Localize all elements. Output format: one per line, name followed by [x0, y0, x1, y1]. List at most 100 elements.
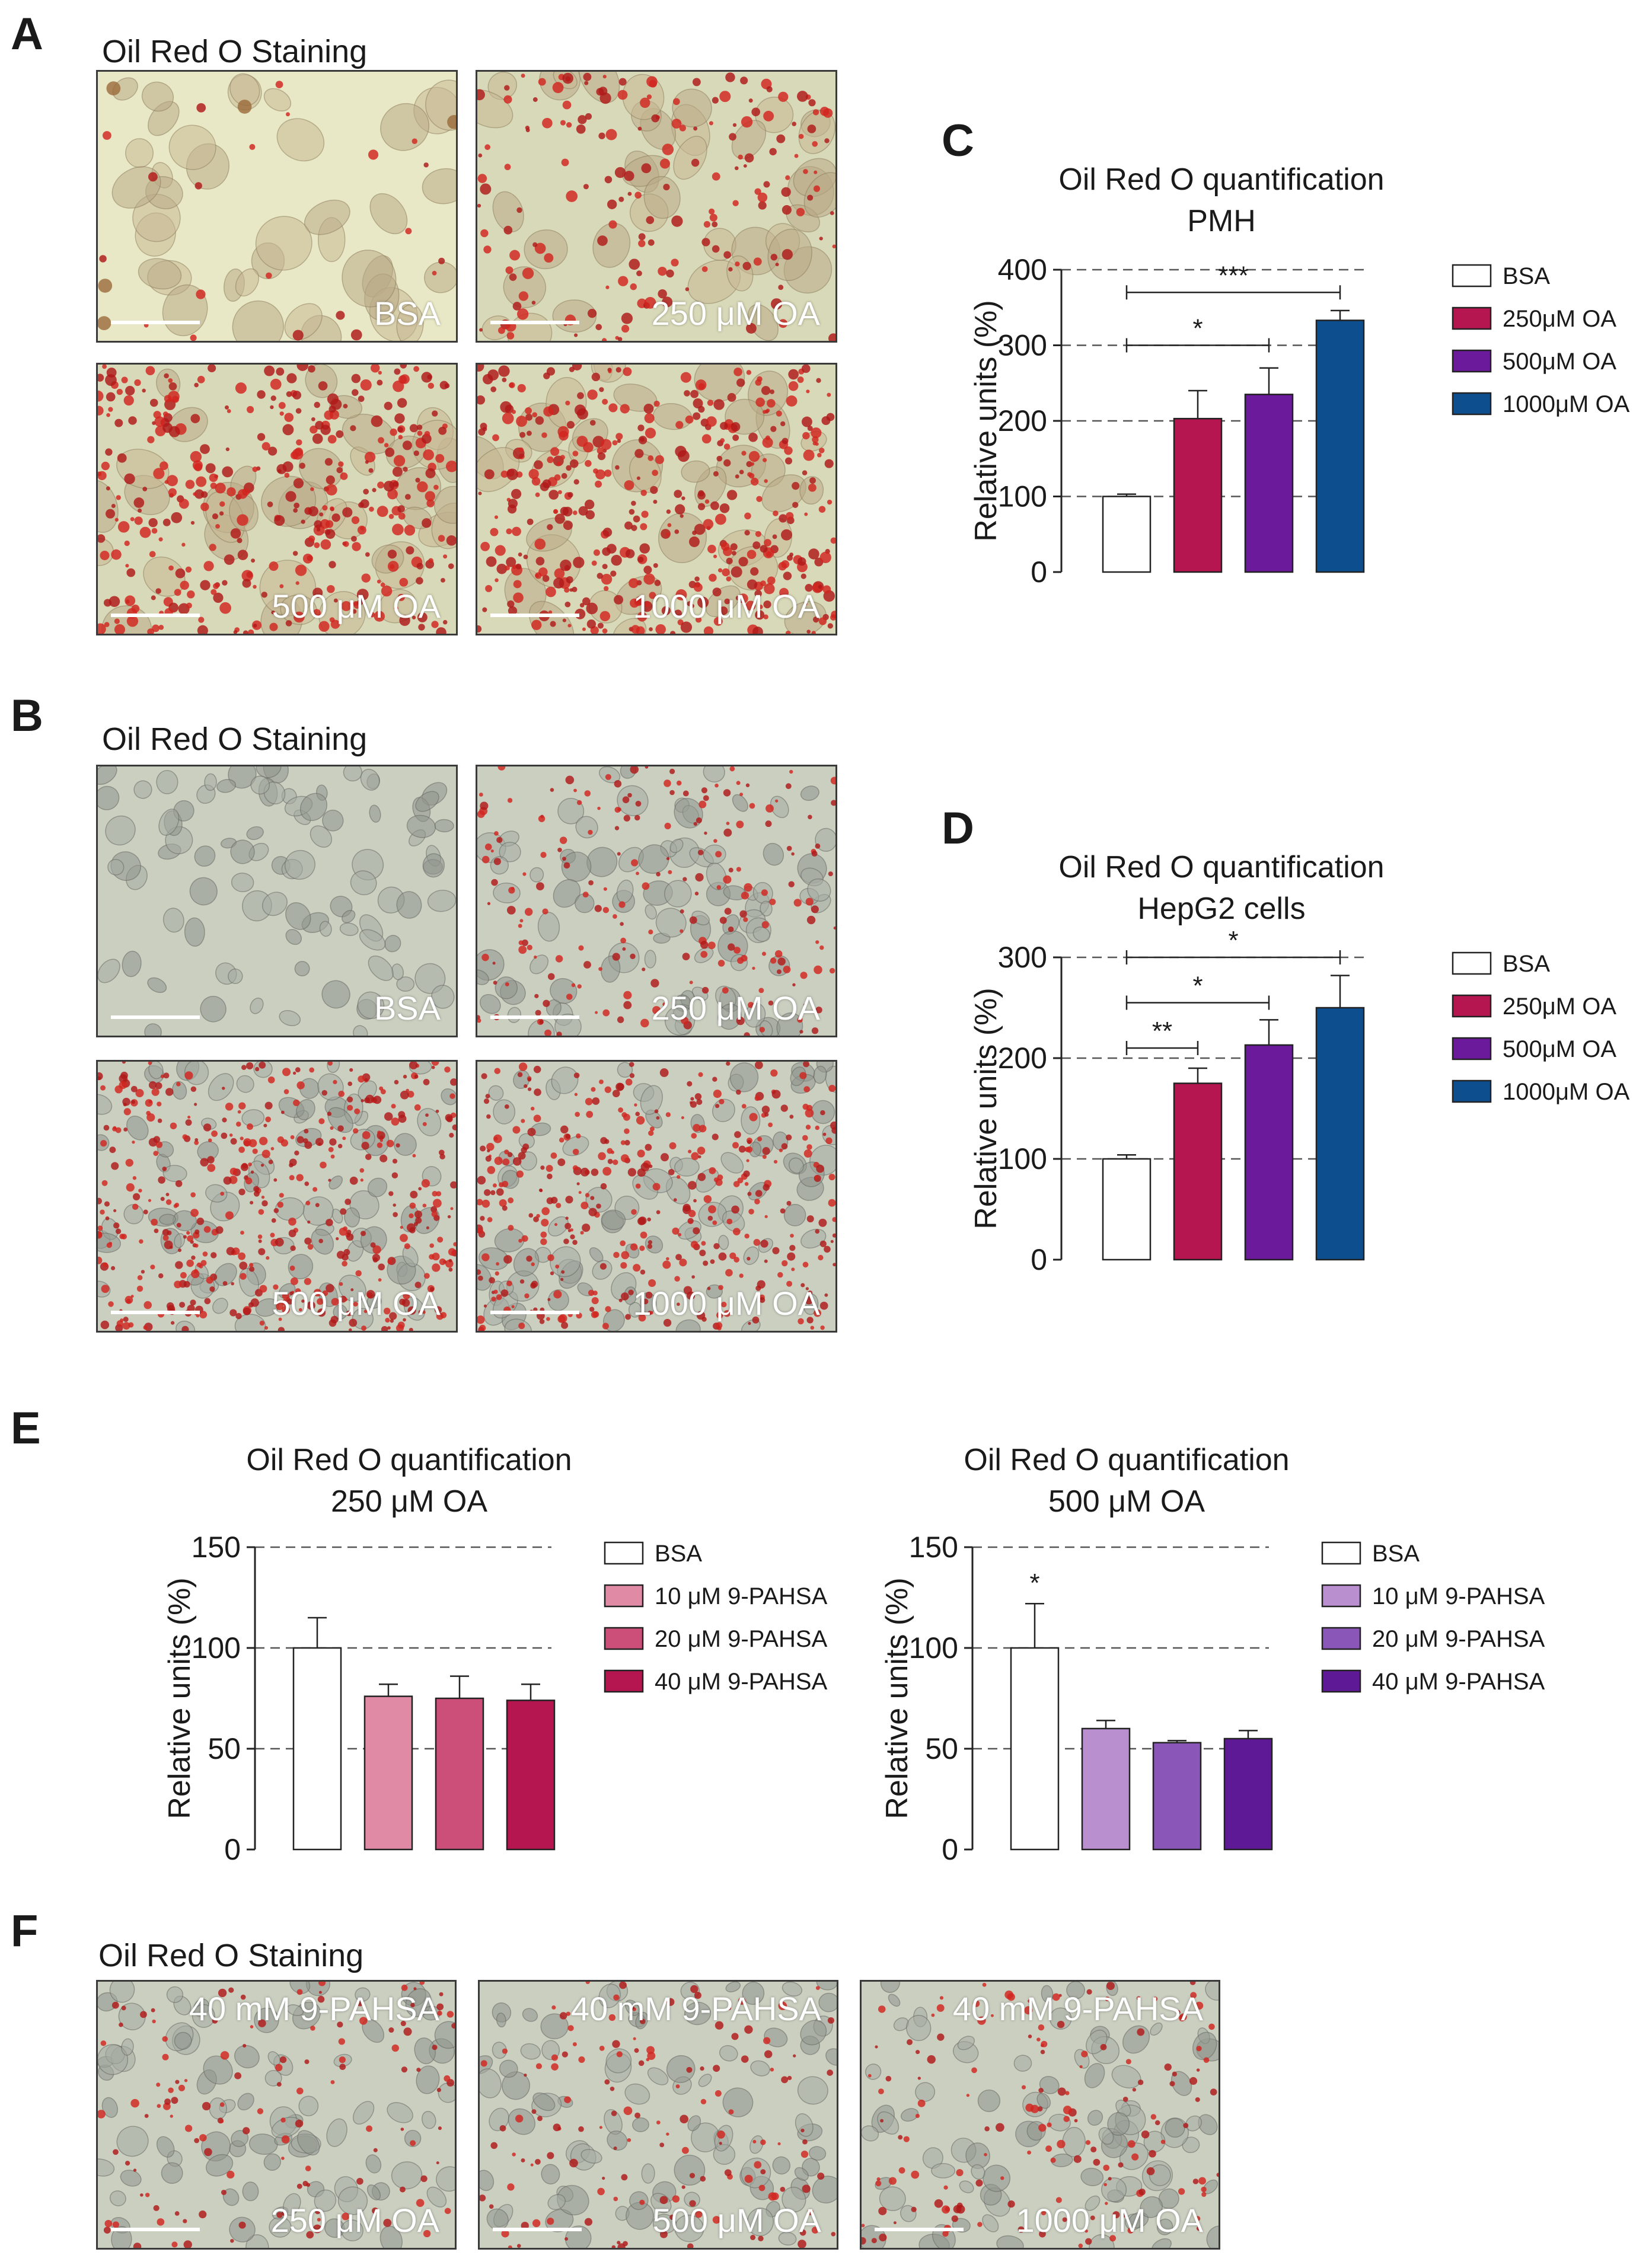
panel-b-heading: Oil Red O Staining: [102, 721, 368, 757]
legend-label: 1000μM OA: [1503, 1079, 1630, 1105]
chart-title: Oil Red O quantification: [246, 1443, 572, 1477]
micrograph-label: BSA: [374, 295, 441, 332]
y-tick-label: 50: [208, 1732, 241, 1765]
micrograph-a-1000: 1000 μM OA: [476, 363, 837, 635]
scale-bar: [875, 2228, 964, 2231]
y-tick-label: 400: [998, 253, 1047, 286]
micrograph-label: 500 μM OA: [652, 2202, 821, 2239]
chart-title: Oil Red O quantification: [1058, 162, 1384, 197]
micrograph-a-bsa: BSA: [96, 70, 458, 343]
chart-e-500-oa: Oil Red O quantification 500 μM OA Relativ…: [880, 1443, 1545, 1866]
scale-bar: [111, 2228, 200, 2231]
scale-bar: [111, 614, 200, 617]
panel-letter-e: E: [11, 1403, 41, 1454]
bar: [1244, 394, 1294, 573]
micrograph-texture: [98, 365, 456, 634]
bar: [506, 1700, 556, 1851]
bar: [363, 1695, 413, 1851]
legend-label: BSA: [655, 1541, 702, 1567]
chart-title: 500 μM OA: [1048, 1484, 1205, 1519]
scale-bar: [490, 1311, 579, 1314]
micrograph-f-1000: 40 mM 9-PAHSA 1000 μM OA: [860, 1980, 1220, 2250]
y-tick-label: 0: [1031, 1243, 1047, 1276]
micrograph-texture: [98, 1062, 456, 1331]
legend-swatch: [1452, 951, 1492, 975]
bar: [1010, 1647, 1060, 1851]
legend-label: 250μM OA: [1503, 994, 1616, 1020]
legend-swatch: [1321, 1669, 1361, 1693]
chart-title: Oil Red O quantification: [964, 1443, 1289, 1477]
y-axis-label: Relative units (%): [162, 1577, 197, 1819]
bar: [1102, 496, 1152, 573]
bar: [1081, 1727, 1131, 1851]
y-tick-label: 0: [224, 1833, 241, 1866]
y-tick-label: 100: [998, 1142, 1047, 1175]
legend-label: BSA: [1503, 951, 1550, 977]
micrograph-texture: [477, 766, 835, 1036]
legend-swatch: [1452, 1037, 1492, 1060]
micrograph-b-500: 500 μM OA: [96, 1060, 458, 1333]
legend-swatch: [604, 1669, 644, 1693]
legend-swatch: [1452, 392, 1492, 416]
chart-d-hepg2: Oil Red O quantification HepG2 cells Relat…: [969, 850, 1630, 1276]
micrograph-a-250: 250 μM OA: [476, 70, 837, 343]
panel-letter-c: C: [942, 116, 974, 166]
panel-a-heading: Oil Red O Staining: [102, 34, 368, 69]
scale-bar: [490, 614, 579, 617]
scale-bar: [493, 2228, 582, 2231]
y-axis-label: Relative units (%): [969, 300, 1003, 541]
legend-swatch: [1321, 1541, 1361, 1565]
micrograph-texture: [98, 766, 456, 1036]
legend-label: 40 μM 9-PAHSA: [1372, 1669, 1545, 1695]
significance-label: **: [1152, 1017, 1172, 1046]
y-tick-label: 200: [998, 1042, 1047, 1075]
bar: [1244, 1044, 1294, 1261]
significance-label: ***: [1218, 261, 1248, 290]
legend-swatch: [1452, 264, 1492, 288]
panel-letter-f: F: [11, 1906, 39, 1956]
bar: [292, 1647, 342, 1851]
micrograph-label: 1000 μM OA: [633, 1285, 820, 1322]
legend-label: 10 μM 9-PAHSA: [1372, 1583, 1545, 1609]
y-tick-label: 50: [925, 1732, 958, 1765]
y-tick-label: 150: [909, 1531, 958, 1564]
legend-swatch: [604, 1584, 644, 1608]
y-tick-label: 100: [909, 1631, 958, 1665]
legend-label: 40 μM 9-PAHSA: [655, 1669, 828, 1695]
micrograph-top-label: 40 mM 9-PAHSA: [570, 1990, 821, 2027]
legend-label: 1000μM OA: [1503, 391, 1630, 417]
scale-bar: [490, 1015, 579, 1019]
micrograph-b-1000: 1000 μM OA: [476, 1060, 837, 1333]
legend-swatch: [1452, 994, 1492, 1018]
panel-letter-a: A: [11, 9, 43, 59]
y-tick-label: 100: [998, 480, 1047, 513]
bar: [1152, 1742, 1202, 1851]
micrograph-texture: [480, 1982, 837, 2248]
legend-label: 500μM OA: [1503, 349, 1616, 375]
chart-title: HepG2 cells: [1137, 892, 1305, 926]
legend-swatch: [604, 1541, 644, 1565]
micrograph-label: 500 μM OA: [272, 587, 441, 625]
chart-title: 250 μM OA: [331, 1484, 487, 1519]
legend-swatch: [1321, 1627, 1361, 1650]
scale-bar: [111, 1015, 200, 1019]
panel-f-heading: Oil Red O Staining: [98, 1938, 364, 1973]
y-tick-label: 150: [192, 1531, 241, 1564]
micrograph-label: 250 μM OA: [651, 295, 820, 332]
significance-label: *: [1228, 926, 1238, 955]
significance-label: *: [1192, 972, 1203, 1001]
legend-swatch: [1452, 349, 1492, 373]
micrograph-top-label: 40 mM 9-PAHSA: [189, 1990, 439, 2027]
micrograph-label: 1000 μM OA: [1016, 2202, 1203, 2239]
scale-bar: [111, 1311, 200, 1314]
panel-letter-d: D: [942, 803, 974, 854]
chart-title: PMH: [1187, 204, 1256, 238]
bar: [435, 1697, 484, 1851]
micrograph-f-250: 40 mM 9-PAHSA 250 μM OA: [96, 1980, 457, 2250]
legend-label: BSA: [1503, 263, 1550, 289]
scale-bar: [490, 321, 579, 324]
micrograph-texture: [477, 72, 835, 341]
significance-label: *: [1192, 314, 1203, 343]
micrograph-label: 250 μM OA: [270, 2202, 439, 2239]
bar: [1223, 1737, 1273, 1851]
